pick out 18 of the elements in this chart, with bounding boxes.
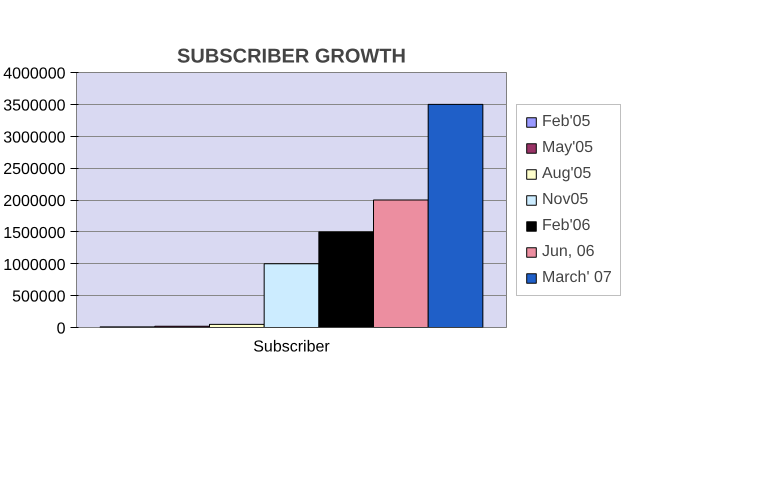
y-tick-label: 1000000 (3, 256, 66, 274)
y-tick-label: 500000 (12, 288, 66, 306)
y-tick-label: 4000000 (3, 66, 66, 82)
y-tick-label: 1500000 (3, 224, 66, 242)
legend-label: March' 07 (542, 268, 612, 286)
legend-label: Jun, 06 (542, 242, 594, 260)
legend-label: Feb'06 (542, 216, 590, 234)
y-tick-label: 2500000 (3, 161, 66, 178)
legend-label: Aug'05 (542, 164, 592, 182)
x-tick-label: Subscriber (253, 338, 330, 356)
legend-label: May'05 (542, 138, 594, 156)
chart-title: SUBSCRIBER GROWTH (177, 46, 406, 68)
y-tick-label: 3500000 (3, 97, 66, 114)
legend-label: Nov05 (542, 190, 588, 208)
y-tick-label: 2000000 (3, 193, 66, 210)
y-tick-label: 0 (56, 320, 66, 338)
legend-label: Feb'05 (542, 112, 590, 130)
y-tick-label: 3000000 (3, 129, 66, 146)
